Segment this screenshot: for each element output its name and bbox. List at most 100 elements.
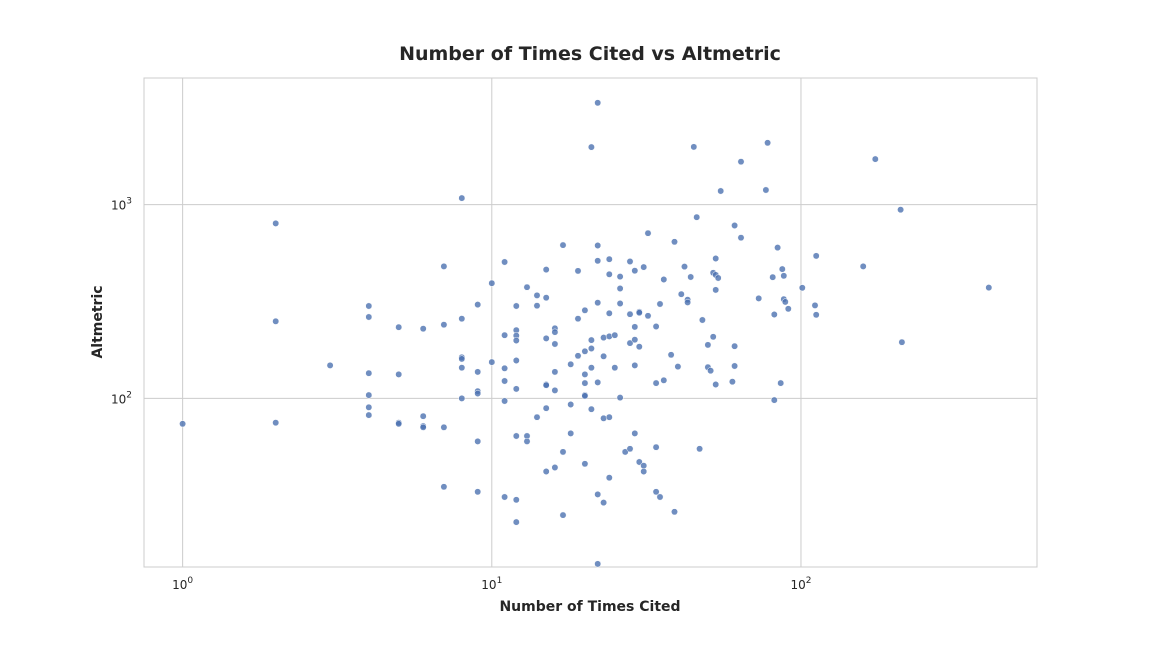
data-point	[652, 323, 660, 330]
data-point	[365, 313, 373, 321]
data-point	[488, 358, 496, 366]
data-point	[811, 301, 819, 309]
data-point	[712, 255, 720, 262]
data-point	[704, 341, 712, 349]
data-point	[440, 262, 448, 270]
data-point	[474, 437, 482, 445]
data-point	[605, 474, 613, 482]
data-point	[780, 272, 788, 280]
data-point	[419, 325, 427, 333]
data-point	[784, 305, 792, 313]
data-point	[594, 299, 602, 307]
data-point	[712, 286, 720, 294]
data-point	[512, 337, 520, 344]
data-point	[542, 294, 550, 302]
data-point	[798, 284, 806, 292]
data-point	[859, 262, 867, 270]
data-point	[440, 483, 448, 491]
data-point	[600, 414, 608, 422]
data-point	[419, 412, 427, 420]
data-point	[587, 336, 595, 344]
data-point	[512, 302, 520, 310]
data-point	[458, 194, 466, 202]
data-point	[594, 257, 602, 265]
data-point	[897, 206, 905, 214]
y-tick-label: 102	[111, 390, 132, 406]
data-point	[574, 267, 582, 275]
data-point	[621, 448, 629, 456]
data-point	[567, 360, 575, 368]
data-point	[770, 311, 778, 318]
data-point	[581, 306, 589, 314]
data-point	[419, 423, 427, 431]
data-point	[587, 345, 595, 352]
data-point	[687, 273, 695, 281]
data-point	[272, 419, 280, 427]
data-point	[533, 302, 541, 310]
data-point	[574, 352, 582, 360]
data-point	[731, 362, 739, 370]
data-point	[395, 323, 403, 331]
data-point	[326, 361, 334, 369]
data-point	[542, 381, 550, 389]
data-point	[512, 432, 520, 440]
data-point	[812, 252, 820, 260]
chart-title: Number of Times Cited vs Altmetric	[399, 43, 781, 65]
data-point	[501, 258, 509, 266]
data-point	[600, 499, 608, 507]
data-point	[567, 429, 575, 437]
data-point	[523, 437, 531, 445]
data-point	[631, 267, 639, 275]
data-point	[712, 381, 720, 388]
data-point	[559, 448, 567, 456]
data-point	[488, 279, 496, 287]
data-point	[616, 300, 624, 307]
data-point	[440, 321, 448, 329]
data-point	[611, 331, 619, 339]
data-point	[644, 229, 652, 237]
data-point	[693, 213, 701, 221]
data-point	[365, 369, 373, 377]
data-point	[690, 143, 698, 151]
data-point	[640, 462, 648, 470]
data-point	[709, 333, 717, 341]
data-point	[656, 300, 664, 308]
data-point	[458, 315, 466, 323]
data-point	[611, 364, 619, 372]
data-point	[656, 493, 664, 501]
data-point	[542, 468, 550, 475]
data-point	[581, 392, 589, 400]
data-point	[559, 511, 567, 519]
data-points	[179, 99, 993, 568]
data-point	[581, 379, 589, 387]
data-point	[605, 413, 613, 421]
data-point	[755, 294, 763, 302]
data-point	[501, 331, 509, 339]
data-point	[731, 222, 739, 229]
data-point	[707, 367, 715, 375]
data-point	[551, 340, 559, 348]
data-point	[777, 379, 785, 387]
x-axis-label: Number of Times Cited	[499, 599, 680, 615]
data-point	[770, 396, 778, 404]
data-point	[616, 285, 624, 292]
data-point	[474, 301, 482, 309]
data-point	[717, 187, 725, 195]
data-point	[551, 464, 559, 471]
x-tick-label: 101	[481, 576, 502, 592]
data-point	[871, 155, 879, 163]
data-point	[440, 423, 448, 431]
y-axis-label: Altmetric	[90, 285, 106, 358]
data-point	[698, 316, 706, 324]
data-point	[395, 420, 403, 428]
data-point	[594, 560, 602, 568]
data-point	[635, 343, 643, 351]
data-point	[631, 323, 639, 331]
data-point	[631, 336, 639, 344]
data-point	[626, 339, 634, 347]
data-point	[542, 266, 550, 274]
data-point	[762, 186, 770, 194]
data-point	[365, 302, 373, 310]
data-point	[594, 242, 602, 249]
